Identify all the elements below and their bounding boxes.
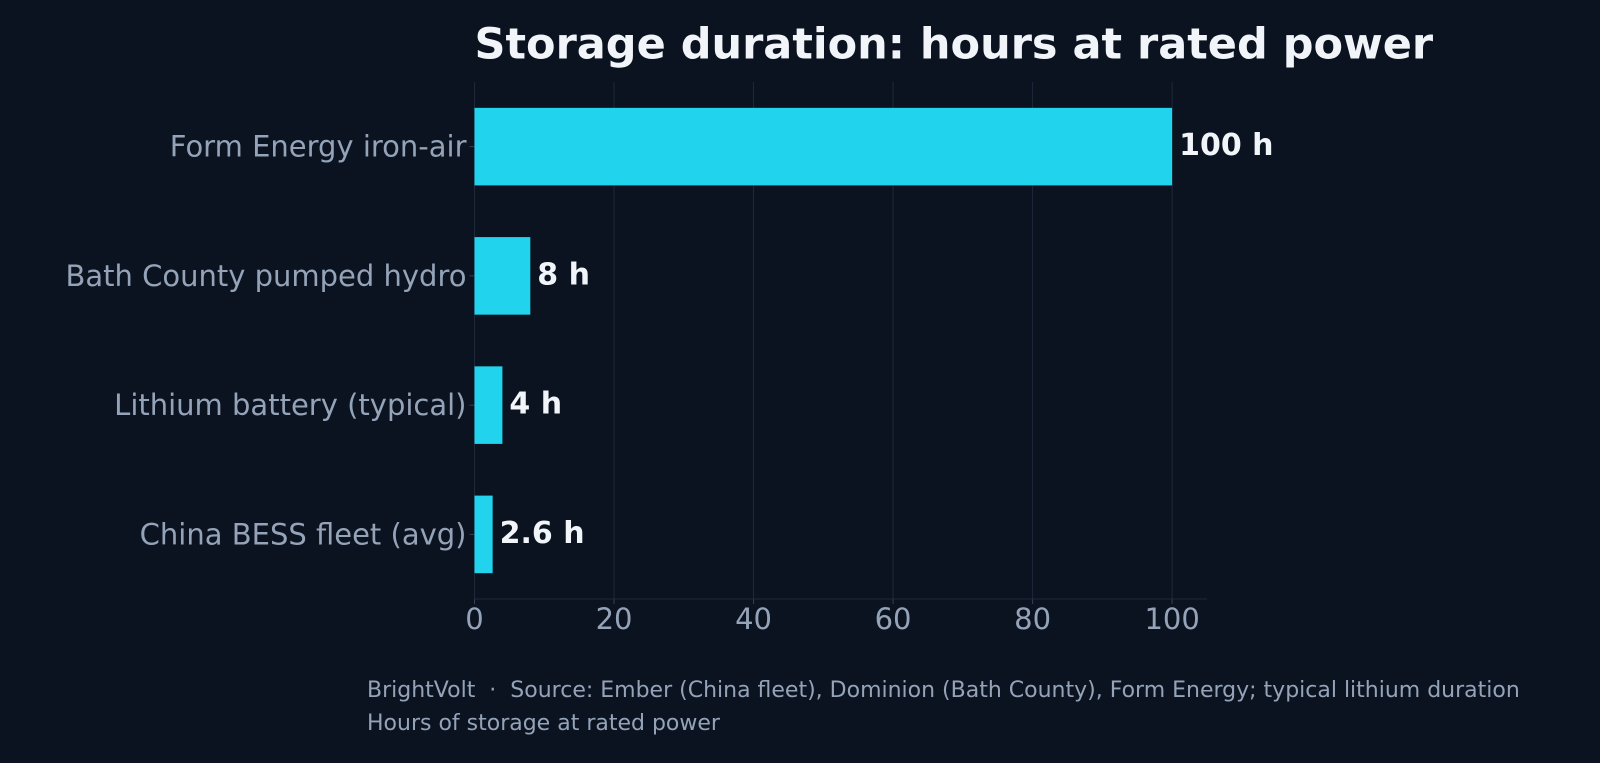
bar: [474, 237, 531, 315]
y-tick-label: Form Energy iron-air: [170, 130, 467, 164]
footnote: Hours of storage at rated power: [367, 711, 721, 736]
y-tick-label: China BESS fleet (avg): [140, 517, 467, 551]
x-tick-label: 0: [465, 602, 483, 636]
value-label: 4 h: [509, 387, 562, 422]
x-tick-label: 80: [1014, 602, 1051, 636]
y-tick-label: Lithium battery (typical): [114, 388, 466, 422]
value-label: 100 h: [1179, 128, 1273, 163]
x-tick-label: 60: [875, 602, 912, 636]
value-label: 8 h: [537, 257, 590, 292]
bar: [474, 366, 503, 444]
x-tick-label: 100: [1144, 602, 1199, 636]
bar: [474, 107, 1173, 186]
x-tick-label: 40: [735, 602, 772, 636]
x-tick-label: 20: [596, 602, 633, 636]
y-tick-label: Bath County pumped hydro: [65, 259, 466, 293]
chart-title: Storage duration: hours at rated power: [475, 20, 1434, 70]
bar: [474, 495, 493, 574]
source-note: BrightVolt · Source: Ember (China fleet)…: [367, 678, 1520, 703]
value-label: 2.6 h: [500, 516, 585, 551]
